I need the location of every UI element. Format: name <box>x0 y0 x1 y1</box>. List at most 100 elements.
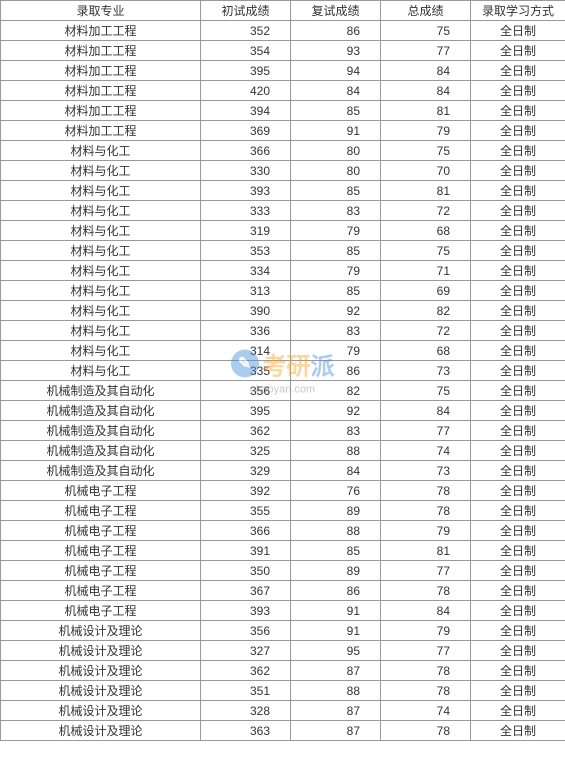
cell-score3: 82 <box>381 301 471 321</box>
cell-major: 机械设计及理论 <box>1 661 201 681</box>
cell-score2: 80 <box>291 141 381 161</box>
table-row: 机械设计及理论3288774全日制 <box>1 701 565 721</box>
cell-score2: 93 <box>291 41 381 61</box>
cell-score1: 363 <box>201 721 291 741</box>
table-row: 材料加工工程3959484全日制 <box>1 61 565 81</box>
cell-score2: 88 <box>291 681 381 701</box>
cell-score2: 86 <box>291 581 381 601</box>
cell-score3: 77 <box>381 41 471 61</box>
cell-major: 材料与化工 <box>1 201 201 221</box>
cell-score2: 87 <box>291 661 381 681</box>
cell-score1: 393 <box>201 181 291 201</box>
cell-score3: 84 <box>381 61 471 81</box>
cell-score3: 78 <box>381 481 471 501</box>
cell-mode: 全日制 <box>471 441 565 461</box>
cell-major: 材料加工工程 <box>1 101 201 121</box>
cell-major: 材料与化工 <box>1 281 201 301</box>
cell-major: 机械设计及理论 <box>1 681 201 701</box>
cell-score2: 87 <box>291 721 381 741</box>
header-mode: 录取学习方式 <box>471 1 565 21</box>
cell-score3: 84 <box>381 401 471 421</box>
cell-score3: 73 <box>381 361 471 381</box>
cell-score1: 335 <box>201 361 291 381</box>
cell-mode: 全日制 <box>471 321 565 341</box>
cell-score2: 92 <box>291 301 381 321</box>
header-score1: 初试成绩 <box>201 1 291 21</box>
cell-major: 材料加工工程 <box>1 121 201 141</box>
table-row: 材料与化工3358673全日制 <box>1 361 565 381</box>
cell-mode: 全日制 <box>471 461 565 481</box>
cell-score2: 88 <box>291 441 381 461</box>
cell-mode: 全日制 <box>471 201 565 221</box>
cell-score1: 393 <box>201 601 291 621</box>
cell-mode: 全日制 <box>471 261 565 281</box>
cell-score1: 325 <box>201 441 291 461</box>
cell-mode: 全日制 <box>471 621 565 641</box>
cell-score2: 80 <box>291 161 381 181</box>
cell-score3: 79 <box>381 521 471 541</box>
cell-score2: 84 <box>291 81 381 101</box>
cell-mode: 全日制 <box>471 641 565 661</box>
table-row: 机械制造及其自动化3568275全日制 <box>1 381 565 401</box>
table-row: 材料与化工3909282全日制 <box>1 301 565 321</box>
table-row: 材料加工工程3549377全日制 <box>1 41 565 61</box>
cell-score3: 75 <box>381 241 471 261</box>
cell-score1: 329 <box>201 461 291 481</box>
cell-score2: 89 <box>291 501 381 521</box>
cell-major: 机械设计及理论 <box>1 701 201 721</box>
cell-score1: 366 <box>201 521 291 541</box>
cell-mode: 全日制 <box>471 141 565 161</box>
table-row: 机械电子工程3927678全日制 <box>1 481 565 501</box>
cell-score3: 75 <box>381 141 471 161</box>
cell-score3: 78 <box>381 681 471 701</box>
cell-mode: 全日制 <box>471 281 565 301</box>
cell-mode: 全日制 <box>471 401 565 421</box>
cell-score1: 395 <box>201 61 291 81</box>
cell-score1: 392 <box>201 481 291 501</box>
cell-major: 机械电子工程 <box>1 541 201 561</box>
cell-score2: 86 <box>291 361 381 381</box>
table-row: 材料与化工3197968全日制 <box>1 221 565 241</box>
cell-score1: 367 <box>201 581 291 601</box>
cell-score2: 85 <box>291 541 381 561</box>
cell-major: 机械制造及其自动化 <box>1 461 201 481</box>
cell-mode: 全日制 <box>471 21 565 41</box>
cell-major: 材料与化工 <box>1 141 201 161</box>
table-row: 机械制造及其自动化3258874全日制 <box>1 441 565 461</box>
cell-score1: 351 <box>201 681 291 701</box>
cell-score3: 78 <box>381 721 471 741</box>
cell-score1: 362 <box>201 421 291 441</box>
cell-major: 机械电子工程 <box>1 581 201 601</box>
table-row: 材料加工工程3948581全日制 <box>1 101 565 121</box>
cell-major: 材料加工工程 <box>1 61 201 81</box>
cell-score1: 420 <box>201 81 291 101</box>
cell-mode: 全日制 <box>471 101 565 121</box>
cell-score1: 362 <box>201 661 291 681</box>
cell-major: 材料与化工 <box>1 221 201 241</box>
table-row: 机械制造及其自动化3298473全日制 <box>1 461 565 481</box>
cell-score1: 333 <box>201 201 291 221</box>
cell-score2: 85 <box>291 241 381 261</box>
cell-major: 机械设计及理论 <box>1 621 201 641</box>
cell-score1: 390 <box>201 301 291 321</box>
table-row: 机械设计及理论3628778全日制 <box>1 661 565 681</box>
cell-score3: 70 <box>381 161 471 181</box>
cell-mode: 全日制 <box>471 521 565 541</box>
table-row: 材料与化工3308070全日制 <box>1 161 565 181</box>
cell-score2: 89 <box>291 561 381 581</box>
cell-score2: 84 <box>291 461 381 481</box>
table-row: 机械电子工程3508977全日制 <box>1 561 565 581</box>
cell-score3: 79 <box>381 621 471 641</box>
cell-mode: 全日制 <box>471 241 565 261</box>
cell-score3: 71 <box>381 261 471 281</box>
cell-mode: 全日制 <box>471 221 565 241</box>
cell-mode: 全日制 <box>471 121 565 141</box>
table-row: 材料与化工3938581全日制 <box>1 181 565 201</box>
cell-major: 材料与化工 <box>1 261 201 281</box>
cell-score3: 84 <box>381 81 471 101</box>
cell-major: 材料与化工 <box>1 161 201 181</box>
cell-score1: 328 <box>201 701 291 721</box>
cell-major: 机械电子工程 <box>1 501 201 521</box>
cell-mode: 全日制 <box>471 561 565 581</box>
cell-major: 材料加工工程 <box>1 21 201 41</box>
